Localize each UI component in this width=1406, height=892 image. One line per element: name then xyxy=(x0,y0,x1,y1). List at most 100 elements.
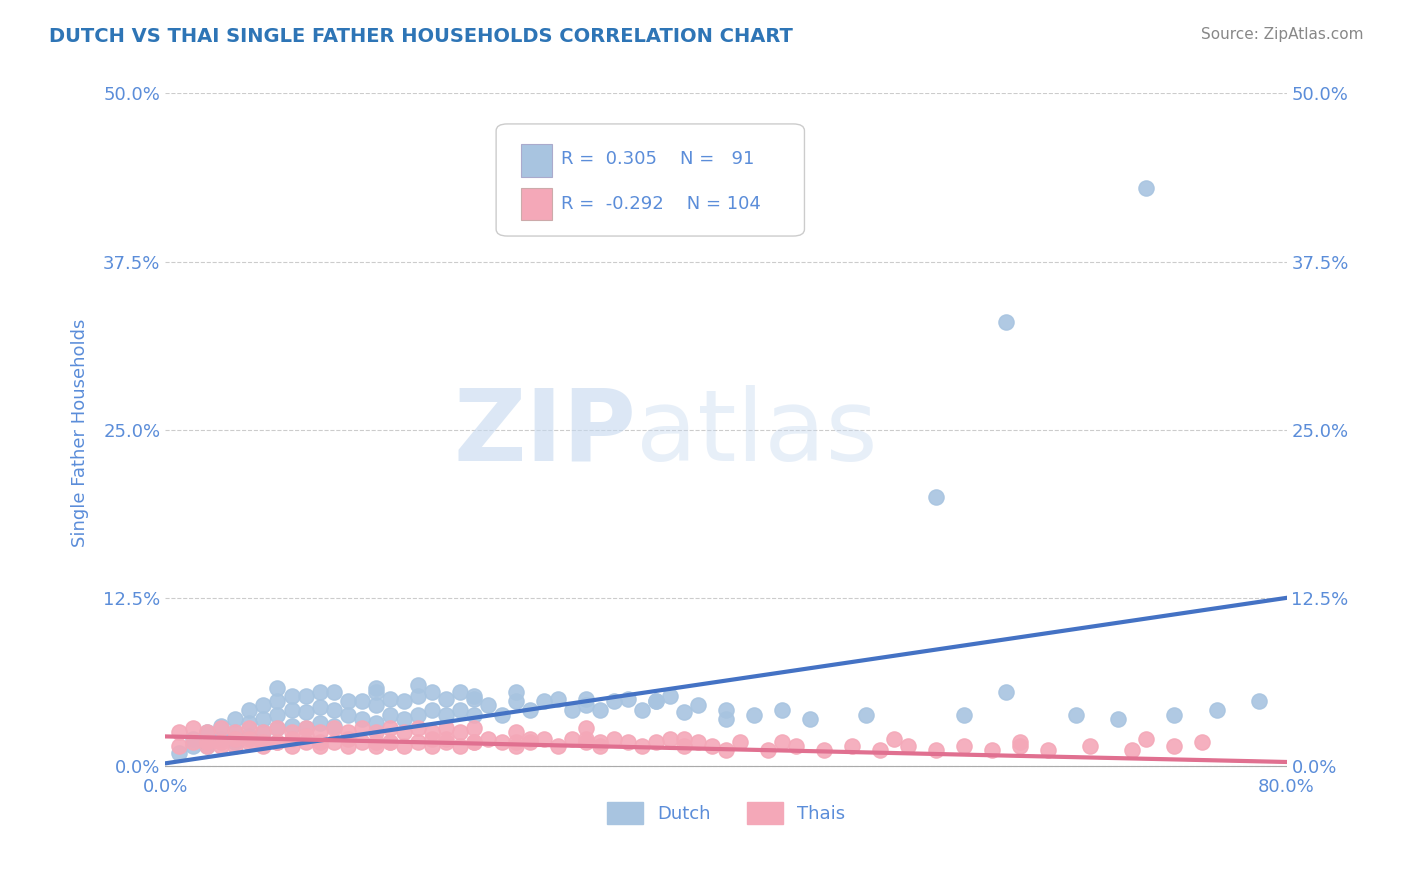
Point xyxy=(336,694,359,708)
Point xyxy=(434,707,457,722)
Point xyxy=(449,725,471,739)
Point xyxy=(308,739,330,753)
Point xyxy=(561,732,583,747)
Legend: Dutch, Thais: Dutch, Thais xyxy=(599,795,852,831)
Point xyxy=(406,735,429,749)
Point xyxy=(1080,739,1102,753)
Point xyxy=(1107,712,1129,726)
Point xyxy=(463,735,485,749)
Point xyxy=(294,735,316,749)
Point xyxy=(547,739,569,753)
Point xyxy=(1135,732,1157,747)
Point xyxy=(463,691,485,706)
FancyBboxPatch shape xyxy=(520,188,553,220)
Point xyxy=(505,685,527,699)
Point xyxy=(197,735,219,749)
Point xyxy=(378,707,401,722)
Point xyxy=(224,725,246,739)
Point xyxy=(252,735,274,749)
Point xyxy=(925,743,948,757)
Point xyxy=(491,735,513,749)
Text: R =  0.305    N =   91: R = 0.305 N = 91 xyxy=(561,150,755,169)
Point xyxy=(308,699,330,714)
Point xyxy=(183,732,205,747)
Point xyxy=(855,707,877,722)
Text: atlas: atlas xyxy=(637,384,877,482)
Point xyxy=(266,694,288,708)
Point xyxy=(308,716,330,731)
Point xyxy=(995,315,1018,329)
Point xyxy=(378,735,401,749)
Point xyxy=(238,702,260,716)
Point xyxy=(406,678,429,692)
Point xyxy=(364,698,387,713)
Point xyxy=(575,735,598,749)
Point xyxy=(491,707,513,722)
Point xyxy=(280,689,302,703)
Point xyxy=(700,739,723,753)
Point xyxy=(364,716,387,731)
Point xyxy=(505,725,527,739)
Point xyxy=(209,732,232,747)
Point xyxy=(770,702,793,716)
Point xyxy=(224,732,246,747)
Point xyxy=(756,743,779,757)
Point xyxy=(477,698,499,713)
Point xyxy=(197,725,219,739)
Point xyxy=(378,722,401,736)
Point xyxy=(266,707,288,722)
Point xyxy=(420,702,443,716)
Point xyxy=(169,725,191,739)
Point xyxy=(686,735,709,749)
Point xyxy=(169,746,191,760)
Point xyxy=(224,712,246,726)
Point xyxy=(434,735,457,749)
Point xyxy=(477,732,499,747)
Point xyxy=(953,739,976,753)
Point xyxy=(603,732,626,747)
Point xyxy=(364,735,387,749)
Point xyxy=(658,732,681,747)
Point xyxy=(631,739,654,753)
Point xyxy=(294,722,316,736)
Point xyxy=(672,732,695,747)
Point xyxy=(308,685,330,699)
Point xyxy=(322,685,344,699)
Point xyxy=(238,730,260,744)
Point xyxy=(770,735,793,749)
Point xyxy=(406,722,429,736)
Point xyxy=(209,722,232,736)
Point xyxy=(322,735,344,749)
Point xyxy=(449,739,471,753)
Point xyxy=(364,681,387,695)
Text: ZIP: ZIP xyxy=(453,384,637,482)
Point xyxy=(378,691,401,706)
Point xyxy=(813,743,835,757)
Point xyxy=(224,725,246,739)
Point xyxy=(463,735,485,749)
Point xyxy=(434,722,457,736)
Text: R =  -0.292    N = 104: R = -0.292 N = 104 xyxy=(561,195,761,213)
Point xyxy=(280,732,302,747)
Point xyxy=(420,732,443,747)
Point xyxy=(336,732,359,747)
Point xyxy=(197,725,219,739)
Point xyxy=(561,702,583,716)
Point xyxy=(197,739,219,753)
Point xyxy=(1121,743,1143,757)
Text: Source: ZipAtlas.com: Source: ZipAtlas.com xyxy=(1201,27,1364,42)
Point xyxy=(336,739,359,753)
Point xyxy=(658,689,681,703)
Point xyxy=(644,735,666,749)
Point xyxy=(463,722,485,736)
Point xyxy=(449,702,471,716)
Point xyxy=(575,698,598,713)
Point xyxy=(209,739,232,753)
Point xyxy=(364,739,387,753)
Point xyxy=(266,735,288,749)
Point xyxy=(406,707,429,722)
Point xyxy=(603,694,626,708)
Point xyxy=(434,732,457,747)
Point xyxy=(209,735,232,749)
Point xyxy=(266,735,288,749)
